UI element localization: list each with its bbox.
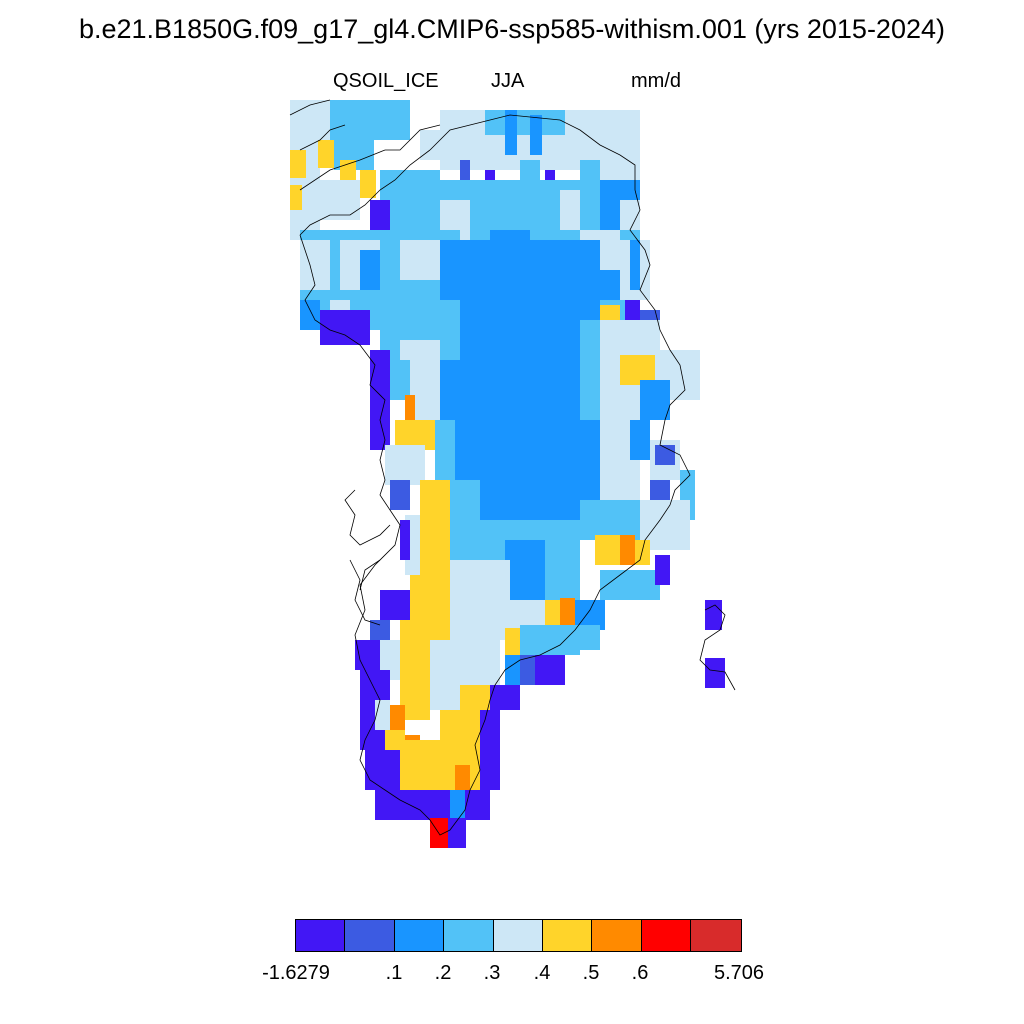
map-cell: [400, 520, 410, 560]
map-cell: [560, 598, 575, 625]
map-cell: [490, 685, 520, 710]
map-cell: [705, 600, 722, 630]
map-grid-cells: [290, 100, 725, 848]
map-cell: [465, 790, 490, 820]
map-cell: [300, 300, 320, 330]
map-cell: [485, 110, 565, 135]
map-cell: [580, 625, 600, 650]
map-cell: [460, 160, 470, 195]
map-cell: [650, 480, 670, 500]
map-cell: [530, 115, 542, 155]
map-cell: [320, 310, 370, 345]
colorbar-label: .6: [631, 962, 649, 984]
map-cell: [318, 140, 334, 168]
map-cell: [655, 555, 670, 585]
map-cell: [360, 250, 380, 290]
colorbar-label: .3: [483, 962, 501, 984]
map-cell: [375, 790, 450, 820]
map-cell: [595, 535, 620, 565]
colorbar-label: .5: [582, 962, 600, 984]
map-cell: [370, 350, 390, 450]
map-cell: [625, 300, 640, 325]
colorbar-swatch: [542, 920, 593, 951]
map-cell: [360, 170, 376, 198]
map-cell: [505, 628, 520, 655]
map-cell: [435, 420, 455, 480]
map-cell: [390, 360, 410, 400]
colorbar-label: -1.6279: [262, 962, 330, 984]
colorbar-label: 5.706: [713, 962, 765, 984]
map-cell: [375, 700, 390, 730]
map-cell: [505, 110, 517, 155]
map-cell: [620, 535, 635, 565]
map-cell: [440, 710, 480, 740]
map-cell: [400, 240, 440, 280]
map-cell: [480, 710, 500, 790]
map-cell: [400, 620, 430, 720]
map-cell: [630, 240, 640, 290]
map-cell: [390, 480, 410, 510]
colorbar-swatch: [592, 920, 642, 951]
colorbar-swatch: [345, 920, 395, 951]
season-label: JJA: [491, 70, 525, 92]
map-cell: [490, 230, 530, 250]
colorbar-swatch: [641, 920, 692, 951]
map-cell: [385, 445, 425, 485]
map-cell: [290, 150, 306, 178]
map-cell: [380, 590, 410, 620]
map-cell: [500, 600, 520, 620]
map-cell: [520, 655, 535, 685]
map-cell: [705, 658, 725, 688]
map-cell: [365, 750, 400, 790]
map-cell: [448, 818, 466, 848]
map-cell: [390, 705, 405, 735]
map-cell: [290, 185, 302, 210]
map-cell: [535, 655, 565, 685]
map-cell: [370, 200, 390, 235]
map-cell: [545, 600, 560, 625]
map-cell: [580, 500, 640, 540]
colorbar-label: .1: [385, 962, 403, 984]
map-cell: [635, 540, 650, 565]
colorbar-swatch: [493, 920, 543, 951]
colorbar: [295, 919, 742, 952]
map-cell: [600, 570, 660, 600]
map-cell: [405, 395, 415, 420]
colorbar-swatch: [296, 920, 346, 951]
units-label: mm/d: [631, 70, 681, 92]
coastline: [289, 99, 736, 836]
map-cell: [505, 540, 545, 600]
plot-title: b.e21.B1850G.f09_g17_gl4.CMIP6-ssp585-wi…: [78, 14, 945, 44]
map-cell: [320, 180, 360, 220]
map-cell: [560, 190, 580, 230]
map-cell: [655, 445, 675, 465]
map-cell: [300, 240, 330, 290]
map-cell: [330, 100, 410, 140]
map-cell: [630, 420, 650, 460]
variable-label: QSOIL_ICE: [333, 70, 439, 92]
map-cell: [640, 380, 670, 420]
map-cell: [290, 100, 330, 140]
colorbar-swatch: [444, 920, 494, 951]
colorbar-label: .2: [434, 962, 452, 984]
colorbar-label: .4: [533, 962, 551, 984]
map-cell: [450, 790, 465, 820]
map-cell: [520, 625, 580, 655]
map-cell: [455, 765, 470, 790]
map-cell: [420, 480, 450, 560]
colorbar-swatch: [394, 920, 445, 951]
colorbar-swatch: [691, 920, 741, 951]
